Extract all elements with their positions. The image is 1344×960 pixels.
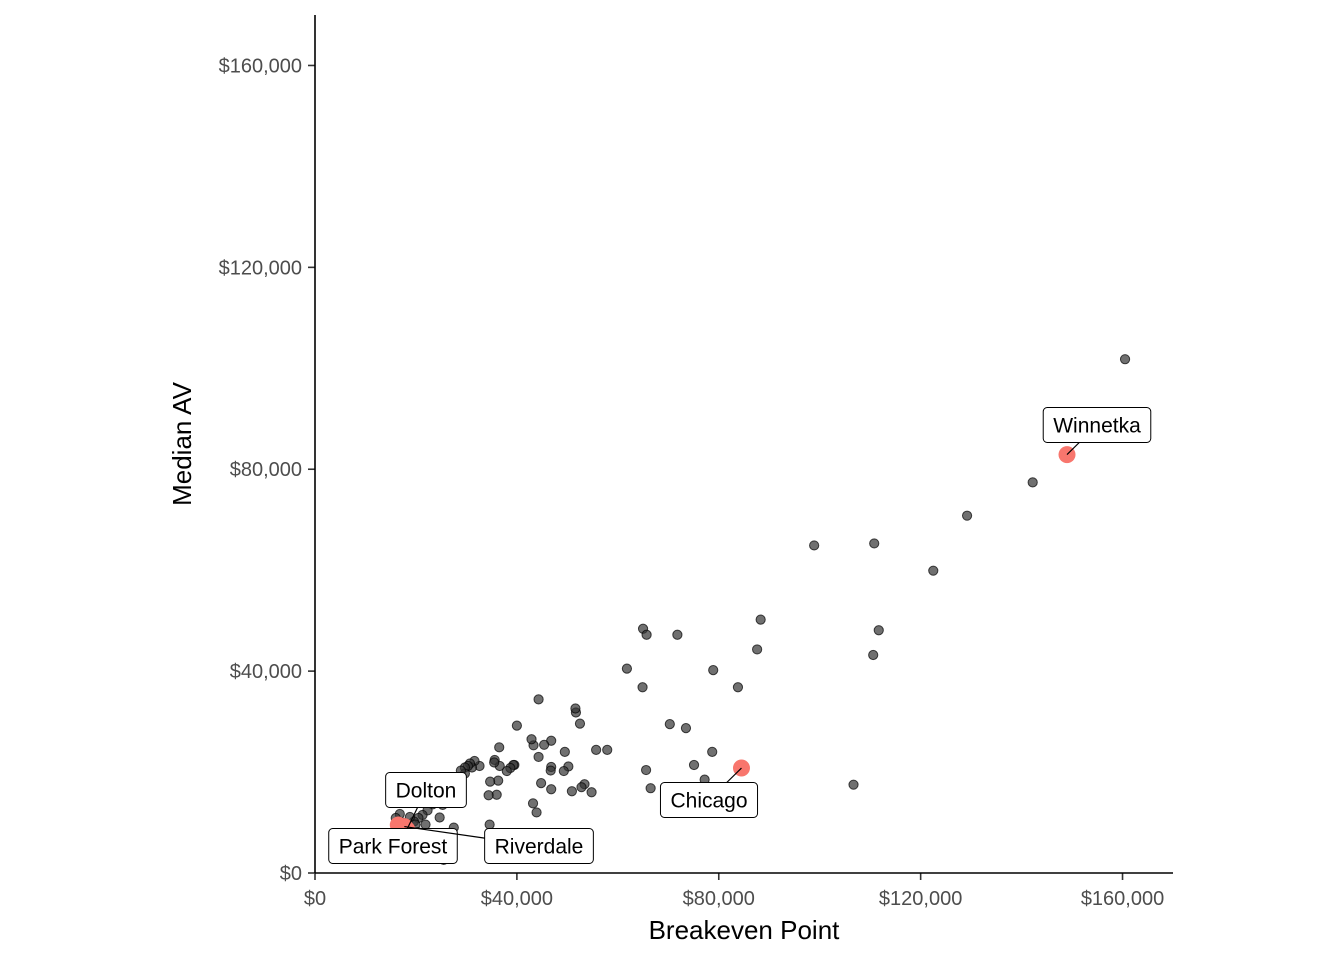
- label-winnetka: Winnetka: [1042, 407, 1152, 456]
- x-tick-label: $80,000: [683, 888, 755, 910]
- data-point: [961, 510, 973, 521]
- y-tick-label: $160,000: [219, 55, 302, 77]
- x-tick-label: $120,000: [879, 888, 962, 910]
- label-box-winnetka: [1042, 407, 1152, 443]
- data-point: [501, 765, 512, 777]
- data-point: [707, 746, 718, 757]
- data-point: [586, 787, 597, 798]
- leader-line-winnetka: [1066, 442, 1080, 456]
- data-point: [533, 751, 544, 763]
- x-axis-title: Breakeven Point: [649, 915, 841, 945]
- data-point: [848, 779, 859, 790]
- data-point: [511, 720, 522, 731]
- data-point: [489, 757, 500, 768]
- label-riverdale: Riverdale: [404, 825, 594, 864]
- data-point: [483, 790, 494, 801]
- y-tick-label: $120,000: [219, 257, 302, 279]
- label-box-park-forest: [328, 828, 458, 864]
- data-point: [1027, 477, 1038, 488]
- data-point: [485, 776, 496, 787]
- data-point: [566, 786, 577, 797]
- data-point: [576, 782, 587, 793]
- label-text-dolton: Dolton: [396, 780, 457, 803]
- data-point: [755, 614, 766, 625]
- data-point: [434, 812, 445, 823]
- axis-ticks: $0 $40,000 $80,000 $120,000 $160,000 $0 $40,00…: [219, 55, 1165, 910]
- label-text-riverdale: Riverdale: [495, 836, 584, 859]
- data-points: [390, 354, 1131, 865]
- data-point: [1119, 354, 1131, 365]
- data-point: [420, 819, 431, 830]
- data-point: [559, 746, 570, 757]
- y-tick-label: $80,000: [230, 459, 302, 481]
- data-point: [545, 765, 556, 776]
- data-point: [536, 778, 547, 789]
- data-point: [637, 682, 648, 693]
- data-point: [546, 784, 557, 795]
- data-point: [645, 783, 656, 794]
- data-point: [531, 807, 542, 818]
- data-point: [526, 734, 537, 745]
- data-point: [640, 764, 652, 776]
- data-point: [873, 625, 884, 636]
- data-point: [868, 649, 879, 661]
- label-box-chicago: [659, 782, 759, 818]
- label-text-chicago: Chicago: [670, 790, 747, 813]
- data-point: [602, 744, 613, 755]
- leader-line-dolton: [406, 807, 419, 830]
- x-tick-label: $40,000: [481, 888, 553, 910]
- leader-line-chicago: [726, 767, 742, 783]
- data-point: [688, 759, 700, 771]
- y-axis-title: Median AV: [167, 381, 197, 505]
- label-dolton: Dolton: [385, 772, 467, 830]
- data-point: [708, 665, 719, 676]
- y-tick-label: $40,000: [230, 661, 302, 683]
- data-point: [570, 703, 581, 714]
- leader-line-riverdale: [404, 825, 485, 839]
- data-point: [533, 694, 544, 705]
- data-point: [680, 723, 692, 734]
- data-point: [641, 629, 652, 640]
- data-point: [494, 742, 505, 753]
- label-box-riverdale: [484, 828, 594, 864]
- data-point: [527, 798, 539, 809]
- x-tick-label: $0: [304, 888, 326, 910]
- annotation-labels: Winnetka Chicago Dolton Park Forest Riverdal…: [328, 407, 1152, 864]
- data-point: [558, 765, 569, 777]
- data-point: [621, 663, 633, 674]
- label-park-forest: Park Forest: [328, 828, 458, 864]
- data-point: [869, 538, 880, 549]
- data-point: [672, 629, 683, 640]
- label-chicago: Chicago: [659, 767, 759, 818]
- label-text-park-forest: Park Forest: [339, 836, 448, 859]
- data-point: [574, 718, 586, 729]
- label-box-dolton: [385, 772, 467, 808]
- data-point: [809, 540, 820, 551]
- axes: [314, 15, 1173, 874]
- data-point: [539, 739, 550, 750]
- data-point: [752, 644, 763, 655]
- y-tick-label: $0: [280, 863, 302, 885]
- data-point: [484, 819, 495, 830]
- x-tick-label: $160,000: [1081, 888, 1164, 910]
- data-point: [664, 719, 675, 730]
- data-point: [928, 565, 939, 576]
- label-text-winnetka: Winnetka: [1053, 415, 1141, 438]
- data-point: [732, 682, 744, 693]
- data-point: [591, 744, 602, 755]
